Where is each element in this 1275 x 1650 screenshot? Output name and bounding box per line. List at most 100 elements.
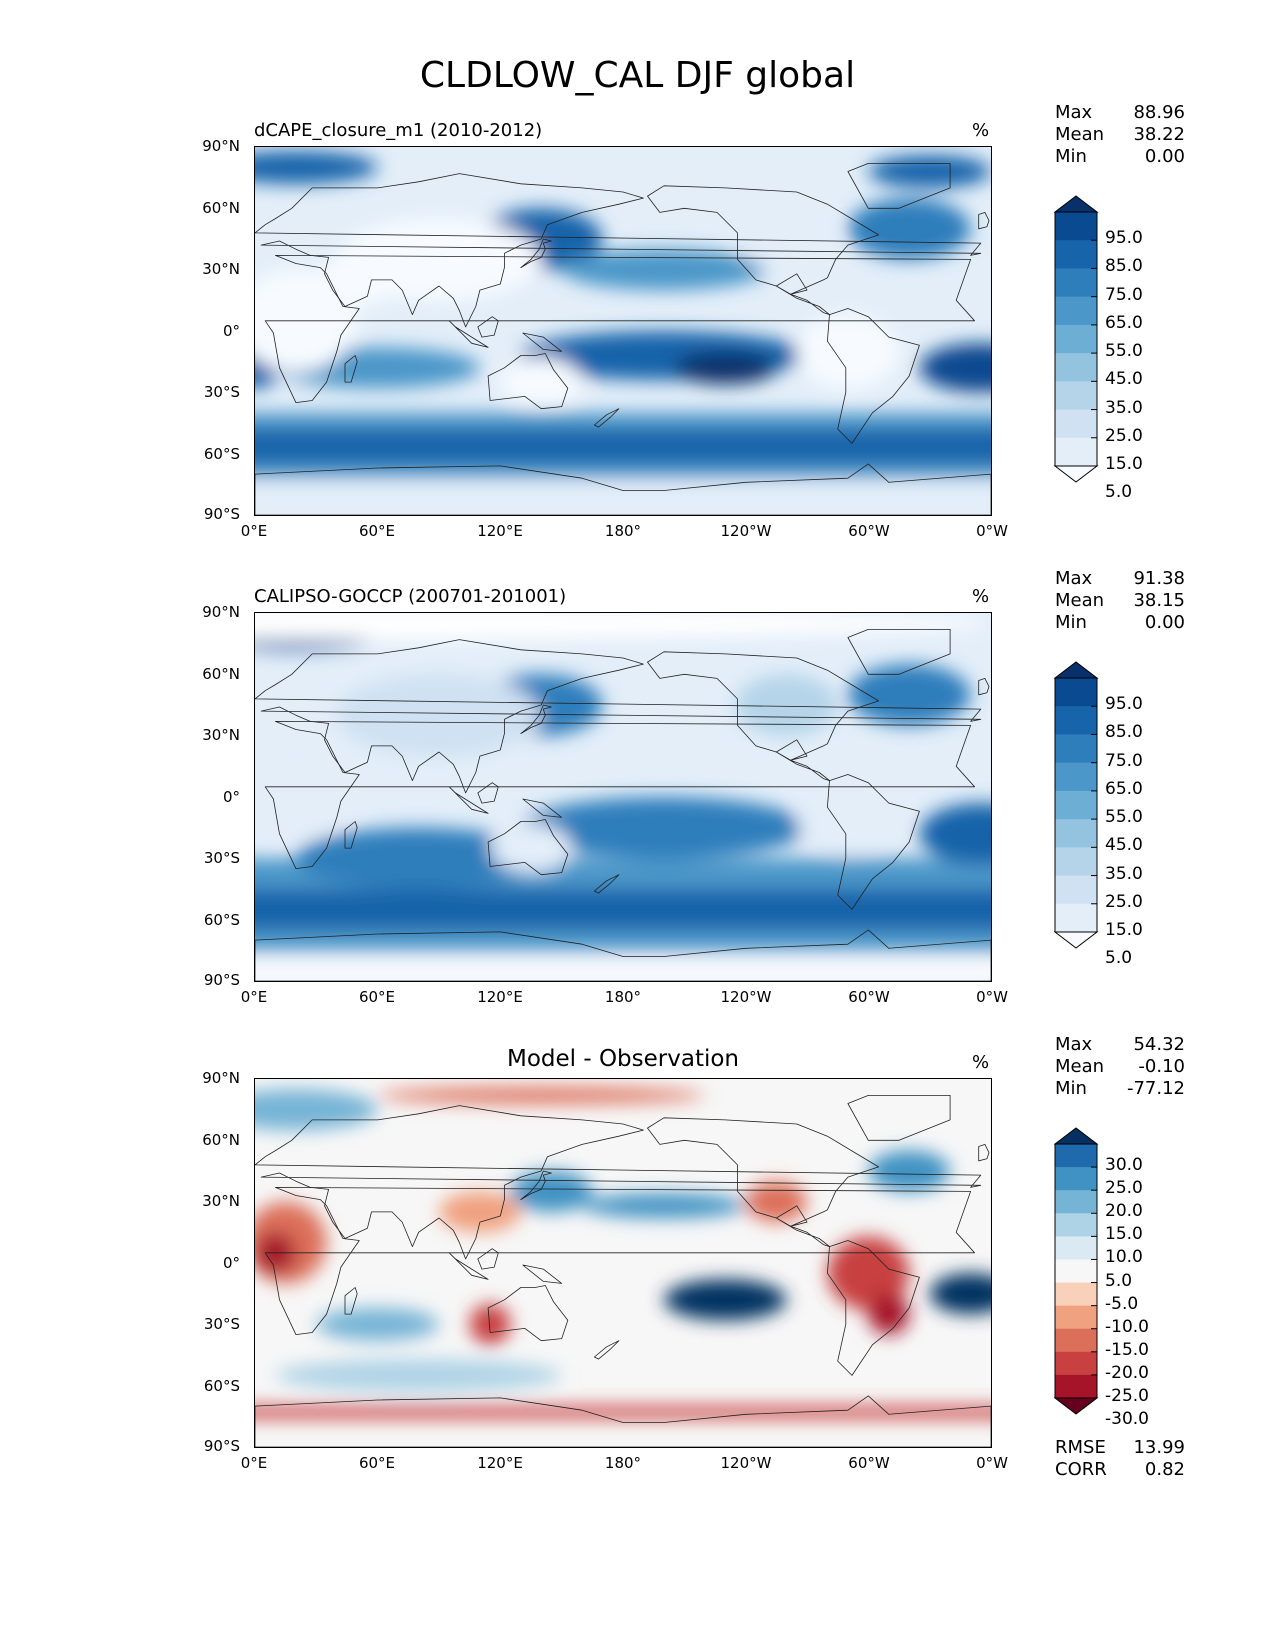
coastline	[264, 1187, 975, 1335]
coastline	[594, 408, 620, 428]
colorbar-tick-label: 65.0	[1105, 312, 1143, 333]
figure-title: CLDLOW_CAL DJF global	[419, 55, 856, 96]
colorbar-tick-label: 15.0	[1105, 920, 1143, 940]
colorbar-tick-label: 25.0	[1105, 425, 1143, 446]
coastline	[827, 774, 920, 910]
lon-tick-label: 0°E	[240, 522, 268, 540]
stat-min: 0.00	[1144, 612, 1185, 633]
colorbar-tick-label: 65.0	[1105, 778, 1143, 799]
colorbar-tick-label: 25.0	[1105, 891, 1143, 912]
lat-tick-label: 90°S	[203, 505, 240, 523]
panel-title: CALIPSO-GOCCP (200701-201001)	[254, 586, 567, 607]
panel-title: Model - Observation	[506, 1046, 740, 1072]
map-svg	[255, 147, 991, 515]
lon-tick-label: 120°E	[477, 1454, 523, 1472]
lon-tick-label: 180°	[604, 522, 642, 540]
lon-tick-label: 180°	[604, 988, 642, 1006]
lon-tick-label: 0°W	[976, 988, 1008, 1006]
lon-tick-label: 120°W	[720, 988, 772, 1006]
colorbar-tick-label: -30.0	[1105, 1409, 1149, 1430]
colorbar-tick-label: 25.0	[1105, 1178, 1143, 1199]
lat-tick-label: 60°N	[202, 199, 240, 217]
stats-box: Max 54.32 Mean -0.10 Min -77.12	[1055, 1034, 1185, 1100]
coastline	[847, 1095, 951, 1141]
coastline	[594, 1340, 620, 1360]
coastline	[255, 1395, 991, 1447]
map-svg	[255, 1079, 991, 1447]
stat-min: 0.00	[1144, 146, 1185, 167]
map-plot	[254, 1078, 992, 1448]
stats-box: Max 91.38 Mean 38.15 Min 0.00	[1055, 568, 1185, 634]
observation-panel: CALIPSO-GOCCP (200701-201001) % Max 91.38…	[0, 568, 1275, 1046]
lat-tick-label: 30°N	[202, 260, 240, 278]
stat-label: Max	[1055, 102, 1093, 123]
lon-tick-label: 0°W	[976, 522, 1008, 540]
coastline	[255, 1105, 982, 1260]
colorbar	[1054, 195, 1099, 483]
coastline	[978, 212, 990, 230]
colorbar-tick-label: 5.0	[1105, 482, 1133, 503]
lon-tick-label: 120°E	[477, 988, 523, 1006]
difference-panel: Model - Observation % Max 54.32 Mean -0.10…	[0, 1034, 1275, 1512]
colorbar-tick-label: 35.0	[1105, 397, 1143, 418]
coastline	[522, 798, 563, 818]
panel-unit: %	[972, 586, 990, 607]
lon-tick-label: 0°W	[976, 1454, 1008, 1472]
lon-tick-label: 0°E	[240, 988, 268, 1006]
coastline	[520, 238, 552, 268]
stat-label: Min	[1055, 1078, 1087, 1099]
colorbar-tick-label: 35.0	[1105, 863, 1143, 884]
lon-tick-label: 120°W	[720, 522, 772, 540]
coastline	[448, 1252, 489, 1280]
colorbar-tick-label: 75.0	[1105, 750, 1143, 771]
colorbar-tick-label: 45.0	[1105, 835, 1143, 856]
coastline	[487, 1285, 569, 1342]
rmse-value: 13.99	[1133, 1437, 1185, 1458]
stat-max: 88.96	[1133, 102, 1185, 123]
lat-tick-label: 30°N	[202, 726, 240, 744]
colorbar-tick-label: 15.0	[1105, 454, 1143, 474]
lat-tick-label: 30°S	[203, 1315, 240, 1333]
colorbar-tick-label: 15.0	[1105, 1224, 1143, 1245]
lat-tick-label: 30°S	[203, 383, 240, 401]
lat-tick-label: 0°	[222, 1254, 240, 1272]
colorbar-tick-label: -15.0	[1105, 1339, 1149, 1360]
coastline	[647, 185, 879, 295]
lat-tick-label: 30°S	[203, 849, 240, 867]
colorbar-tick-label: 30.0	[1105, 1155, 1143, 1176]
colorbar-tick-label: -5.0	[1105, 1293, 1139, 1314]
coastline	[255, 929, 991, 981]
stat-label: Min	[1055, 146, 1087, 167]
coastline	[775, 751, 830, 781]
lon-tick-label: 60°E	[358, 988, 396, 1006]
panel-unit: %	[972, 120, 990, 141]
stat-mean: 38.22	[1133, 124, 1185, 145]
lon-tick-label: 60°W	[848, 1454, 890, 1472]
stat-label: Mean	[1055, 590, 1105, 611]
lat-tick-label: 90°N	[202, 603, 240, 621]
lat-tick-label: 60°S	[203, 1377, 240, 1395]
coastline	[477, 782, 499, 804]
coastline	[264, 255, 975, 403]
colorbar-tick-label: 20.0	[1105, 1201, 1143, 1222]
colorbar-tick-label: 10.0	[1105, 1247, 1143, 1268]
coastline	[647, 651, 879, 761]
lon-tick-label: 0°E	[240, 1454, 268, 1472]
lat-tick-label: 30°N	[202, 1192, 240, 1210]
model-panel: dCAPE_closure_m1 (2010-2012) % Max 88.96 …	[0, 102, 1275, 580]
colorbar-tick-label: 55.0	[1105, 341, 1143, 362]
colorbar-tick-label: -25.0	[1105, 1386, 1149, 1406]
colorbar-tick-label: 5.0	[1105, 948, 1133, 969]
lat-tick-label: 90°S	[203, 971, 240, 989]
coastline	[520, 704, 552, 734]
stat-label: Max	[1055, 1034, 1093, 1055]
stat-label: Min	[1055, 612, 1087, 633]
coastline	[775, 1217, 830, 1247]
lon-tick-label: 60°W	[848, 522, 890, 540]
lon-tick-label: 120°E	[477, 522, 523, 540]
colorbar-tick-label: 55.0	[1105, 807, 1143, 828]
lat-tick-label: 90°N	[202, 137, 240, 155]
coastline	[255, 173, 982, 328]
colorbar-tick-label: 45.0	[1105, 369, 1143, 390]
lat-tick-label: 60°S	[203, 911, 240, 929]
